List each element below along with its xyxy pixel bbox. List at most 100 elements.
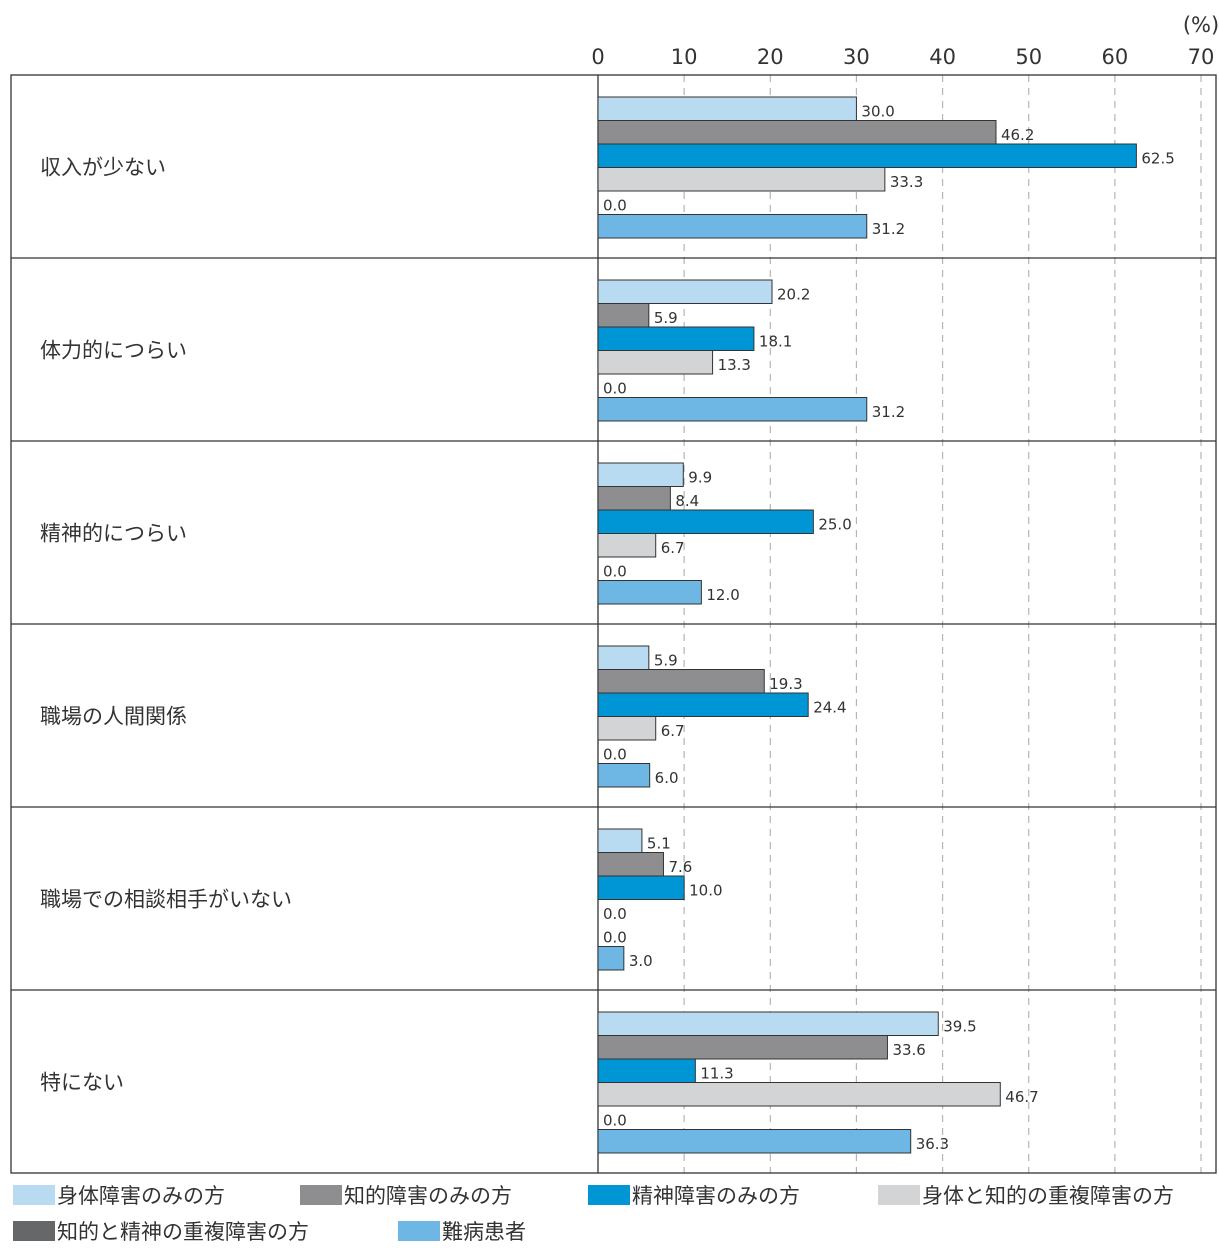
data-label: 39.5 [943, 1018, 976, 1036]
data-label: 5.1 [647, 835, 671, 853]
data-label: 9.9 [688, 469, 712, 487]
legend-label: 知的と精神の重複障害の方 [57, 1220, 309, 1244]
data-label: 31.2 [872, 220, 905, 238]
bar [597, 397, 868, 422]
data-label: 18.1 [759, 333, 792, 351]
bar [597, 645, 650, 670]
legend: 身体障害のみの方 知的障害のみの方 精神障害のみの方 身体と知的の重複障害の方知的と精… [0, 1180, 1219, 1248]
data-label: 10.0 [689, 882, 722, 900]
data-label: 30.0 [861, 103, 894, 121]
bar [597, 692, 809, 717]
data-label: 31.2 [872, 403, 905, 421]
data-label: 25.0 [818, 516, 851, 534]
data-label: 19.3 [769, 675, 802, 693]
data-label: 5.9 [654, 309, 678, 327]
x-tick-label: 60 [1101, 45, 1128, 69]
legend-label: 難病患者 [442, 1220, 526, 1244]
bar [597, 1082, 1001, 1107]
bar [597, 1011, 939, 1036]
bar-layer [597, 96, 1137, 1154]
data-label: 6.7 [661, 539, 685, 557]
bar [597, 763, 651, 788]
legend-label: 精神障害のみの方 [632, 1184, 800, 1208]
x-tick-label: 20 [757, 45, 784, 69]
bar [597, 120, 997, 145]
data-label: 0.0 [603, 563, 627, 581]
category-label: 職場の人間関係 [40, 705, 187, 729]
data-label: 8.4 [675, 492, 699, 510]
data-label: 0.0 [603, 197, 627, 215]
legend-item: 知的と精神の重複障害の方 [13, 1216, 309, 1246]
legend-item: 身体と知的の重複障害の方 [878, 1180, 1174, 1210]
tick-label-layer: 0 10 20 30 40 50 60 70 [591, 45, 1214, 69]
legend-swatch [13, 1221, 55, 1241]
bar [597, 167, 886, 192]
bar [597, 326, 755, 351]
legend-label: 知的障害のみの方 [344, 1184, 512, 1208]
bar [597, 214, 868, 239]
category-label: 職場での相談相手がいない [40, 888, 292, 912]
bar [597, 279, 773, 304]
bar [597, 1129, 912, 1154]
bar [597, 946, 625, 971]
legend-item: 難病患者 [398, 1216, 526, 1246]
bar [597, 350, 714, 375]
bar-chart: (%) 0 10 20 30 40 50 60 70 収入が少ない体力的につらい精神的につらい… [10, 13, 1219, 1174]
data-label: 6.0 [655, 769, 679, 787]
legend-swatch [398, 1221, 440, 1241]
data-label: 0.0 [603, 380, 627, 398]
data-label: 36.3 [916, 1135, 949, 1153]
data-label: 0.0 [603, 905, 627, 923]
bar [597, 303, 650, 328]
data-label: 0.0 [603, 746, 627, 764]
legend-label: 身体障害のみの方 [57, 1184, 225, 1208]
bar [597, 580, 702, 605]
category-label: 体力的につらい [40, 339, 187, 363]
legend-swatch [13, 1185, 55, 1205]
legend-swatch [588, 1185, 630, 1205]
x-tick-label: 30 [843, 45, 870, 69]
bar [597, 828, 643, 853]
category-label: 収入が少ない [40, 156, 166, 180]
data-label: 5.9 [654, 652, 678, 670]
bar [597, 1058, 696, 1083]
data-label: 24.4 [813, 699, 846, 717]
legend-item: 知的障害のみの方 [300, 1180, 512, 1210]
data-label: 12.0 [706, 586, 739, 604]
data-label: 46.2 [1001, 126, 1034, 144]
data-label: 33.3 [890, 173, 923, 191]
bar [597, 462, 684, 487]
category-label: 特にない [40, 1071, 124, 1095]
unit-label: (%) [1183, 13, 1219, 37]
x-tick-label: 10 [671, 45, 698, 69]
data-label: 3.0 [629, 952, 653, 970]
bar [597, 96, 857, 121]
category-label-layer: 収入が少ない体力的につらい精神的につらい職場の人間関係職場での相談相手がいない特… [40, 156, 292, 1095]
data-label: 33.6 [892, 1041, 925, 1059]
bar [597, 716, 657, 741]
data-label: 0.0 [603, 1112, 627, 1130]
legend-item: 精神障害のみの方 [588, 1180, 800, 1210]
data-label: 13.3 [718, 356, 751, 374]
bar [597, 509, 814, 534]
data-label: 11.3 [700, 1065, 733, 1083]
bar [597, 1035, 888, 1060]
bar [597, 486, 671, 511]
x-tick-label: 40 [929, 45, 956, 69]
x-tick-label: 50 [1015, 45, 1042, 69]
frame-layer [10, 74, 1217, 1174]
data-label: 20.2 [777, 286, 810, 304]
legend-swatch [878, 1185, 920, 1205]
bar [597, 143, 1137, 168]
bar [597, 533, 657, 558]
value-label-layer: 30.0 46.2 62.5 33.3 0.0 31.2 20.2 5.9 18.1 13.3 0.… [603, 103, 1175, 1154]
bar [597, 669, 765, 694]
category-label: 精神的につらい [40, 522, 187, 546]
legend-label: 身体と知的の重複障害の方 [922, 1184, 1174, 1208]
data-label: 6.7 [661, 722, 685, 740]
data-label: 46.7 [1005, 1088, 1038, 1106]
data-label: 7.6 [668, 858, 692, 876]
data-label: 62.5 [1141, 150, 1174, 168]
bar [597, 875, 685, 900]
